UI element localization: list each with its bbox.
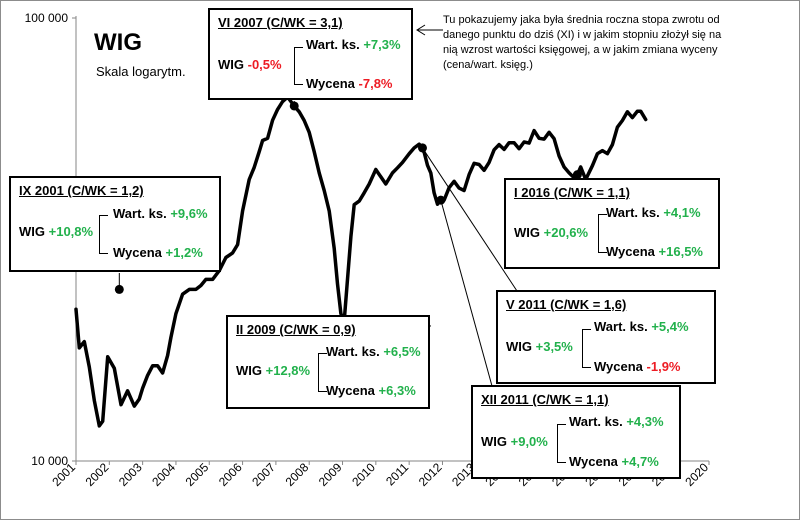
annotation-book-value: Wart. ks. +4,3% — [569, 414, 664, 429]
x-tick-label: 2010 — [349, 460, 378, 489]
annotation-connector — [422, 147, 518, 292]
y-tick-label: 100 000 — [25, 11, 69, 25]
x-tick-label: 2020 — [682, 460, 711, 489]
annotation-connector — [440, 200, 493, 387]
annotation-book-value: Wart. ks. +5,4% — [594, 319, 689, 334]
annotation-box-ii-2009: II 2009 (C/WK = 0,9) WIG +12,8% Wart. ks… — [226, 315, 430, 409]
chart-subtitle: Skala logarytm. — [96, 64, 186, 79]
annotation-point — [436, 195, 446, 205]
annotation-box-ix-2001: IX 2001 (C/WK = 1,2) WIG +10,8% Wart. ks… — [9, 176, 221, 272]
annotation-bracket — [99, 215, 108, 254]
annotation-title: I 2016 (C/WK = 1,1) — [514, 185, 630, 200]
chart-title: WIG — [94, 29, 142, 56]
x-tick-label: 2005 — [183, 460, 212, 489]
x-tick-label: 2003 — [116, 460, 145, 489]
annotation-book-value: Wart. ks. +6,5% — [326, 344, 421, 359]
annotation-valuation: Wycena +16,5% — [606, 244, 703, 259]
x-tick-label: 2006 — [216, 460, 245, 489]
annotation-book-value: Wart. ks. +7,3% — [306, 37, 401, 52]
annotation-wig: WIG +3,5% — [506, 339, 573, 354]
x-tick-label: 2009 — [316, 460, 345, 489]
annotation-point — [114, 284, 124, 294]
annotation-wig: WIG +10,8% — [19, 224, 94, 239]
annotation-bracket — [557, 424, 566, 463]
annotation-valuation: Wycena +6,3% — [326, 383, 416, 398]
y-tick-label: 10 000 — [31, 454, 68, 468]
annotation-point — [417, 143, 427, 153]
annotation-box-xii-2011: XII 2011 (C/WK = 1,1) WIG +9,0% Wart. ks… — [471, 385, 681, 479]
annotation-valuation: Wycena +4,7% — [569, 454, 659, 469]
note-arrow-head — [416, 24, 426, 36]
x-tick-label: 2011 — [383, 460, 411, 488]
x-tick-label: 2007 — [249, 460, 278, 489]
annotation-box-vi-2007: VI 2007 (C/WK = 3,1) WIG -0,5% Wart. ks.… — [208, 8, 413, 100]
annotation-title: VI 2007 (C/WK = 3,1) — [218, 15, 343, 30]
annotation-title: IX 2001 (C/WK = 1,2) — [19, 183, 144, 198]
annotation-book-value: Wart. ks. +4,1% — [606, 205, 701, 220]
annotation-title: XII 2011 (C/WK = 1,1) — [481, 392, 609, 407]
annotation-valuation: Wycena -7,8% — [306, 76, 393, 91]
annotation-bracket — [294, 47, 303, 85]
annotation-point — [572, 170, 582, 180]
annotation-valuation: Wycena +1,2% — [113, 245, 203, 260]
annotation-book-value: Wart. ks. +9,6% — [113, 206, 208, 221]
wig-series-line — [74, 95, 648, 428]
annotation-valuation: Wycena -1,9% — [594, 359, 681, 374]
x-tick-label: 2002 — [83, 460, 112, 489]
annotation-wig: WIG -0,5% — [218, 57, 282, 72]
annotation-title: II 2009 (C/WK = 0,9) — [236, 322, 356, 337]
annotation-wig: WIG +20,6% — [514, 225, 589, 240]
x-tick-label: 2004 — [149, 460, 178, 489]
annotation-wig: WIG +12,8% — [236, 363, 311, 378]
explanation-note: Tu pokazujemy jaka była średnia roczna s… — [443, 14, 722, 71]
x-tick-label: 2008 — [283, 460, 312, 489]
annotation-box-v-2011: V 2011 (C/WK = 1,6) WIG +3,5% Wart. ks. … — [496, 290, 716, 384]
annotation-box-i-2016: I 2016 (C/WK = 1,1) WIG +20,6% Wart. ks.… — [504, 178, 720, 269]
annotation-bracket — [582, 329, 591, 368]
annotation-point — [289, 101, 299, 111]
annotation-bracket — [598, 214, 607, 253]
annotation-bracket — [318, 353, 327, 392]
annotation-title: V 2011 (C/WK = 1,6) — [506, 297, 627, 312]
x-tick-label: 2012 — [416, 460, 445, 489]
annotation-wig: WIG +9,0% — [481, 434, 548, 449]
